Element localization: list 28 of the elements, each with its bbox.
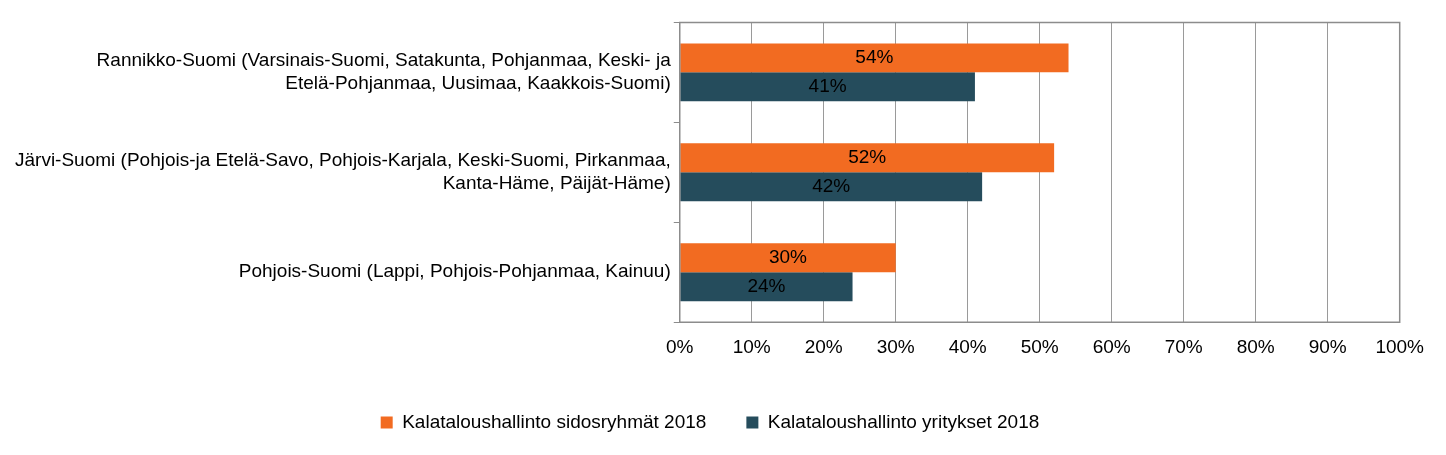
x-tick-label: 30% (876, 335, 915, 357)
x-tick-label: 80% (1236, 335, 1275, 357)
x-tick-label: 90% (1308, 335, 1347, 357)
x-tick-label: 100% (1375, 335, 1425, 357)
data-label: 54% (855, 46, 894, 68)
x-tick-label: 50% (1020, 335, 1059, 357)
y-tick-label: Pohjois-Suomi (Lappi, Pohjois-Pohjanmaa, Kainuu) (238, 260, 671, 282)
x-tick-label: 20% (804, 335, 843, 357)
x-tick-label: 60% (1092, 335, 1131, 357)
bar (680, 143, 1055, 173)
x-tick-label: 70% (1164, 335, 1203, 357)
data-label: 24% (747, 274, 786, 296)
bar (680, 72, 975, 102)
y-tick-label: Järvi-Suomi (Pohjois-ja Etelä-Savo, Pohjois-Karjala, Keski-Suomi, Pirkanmaa, Kanta-Häme, Päijät-Häme) (14, 149, 671, 193)
x-tick-label: 40% (948, 335, 987, 357)
data-label: 52% (848, 146, 887, 168)
legend-label: Kalataloushallinto sidosryhmät 2018 (402, 410, 707, 432)
bar (680, 243, 896, 273)
bar (680, 172, 983, 202)
bar (680, 43, 1069, 73)
x-tick-label: 0% (666, 335, 694, 357)
data-label: 42% (812, 175, 851, 197)
data-label: 30% (768, 245, 808, 267)
bar (680, 272, 853, 302)
y-tick-label: Rannikko-Suomi (Varsinais-Suomi, Satakunta, Pohjanmaa, Keski- ja Etelä-Pohjanmaa, Uusimaa, Kaakkois-Suomi) (96, 49, 672, 93)
data-label: 41% (808, 75, 847, 97)
legend-label: Kalataloushallinto yritykset 2018 (767, 410, 1040, 432)
x-tick-label: 10% (732, 335, 771, 357)
